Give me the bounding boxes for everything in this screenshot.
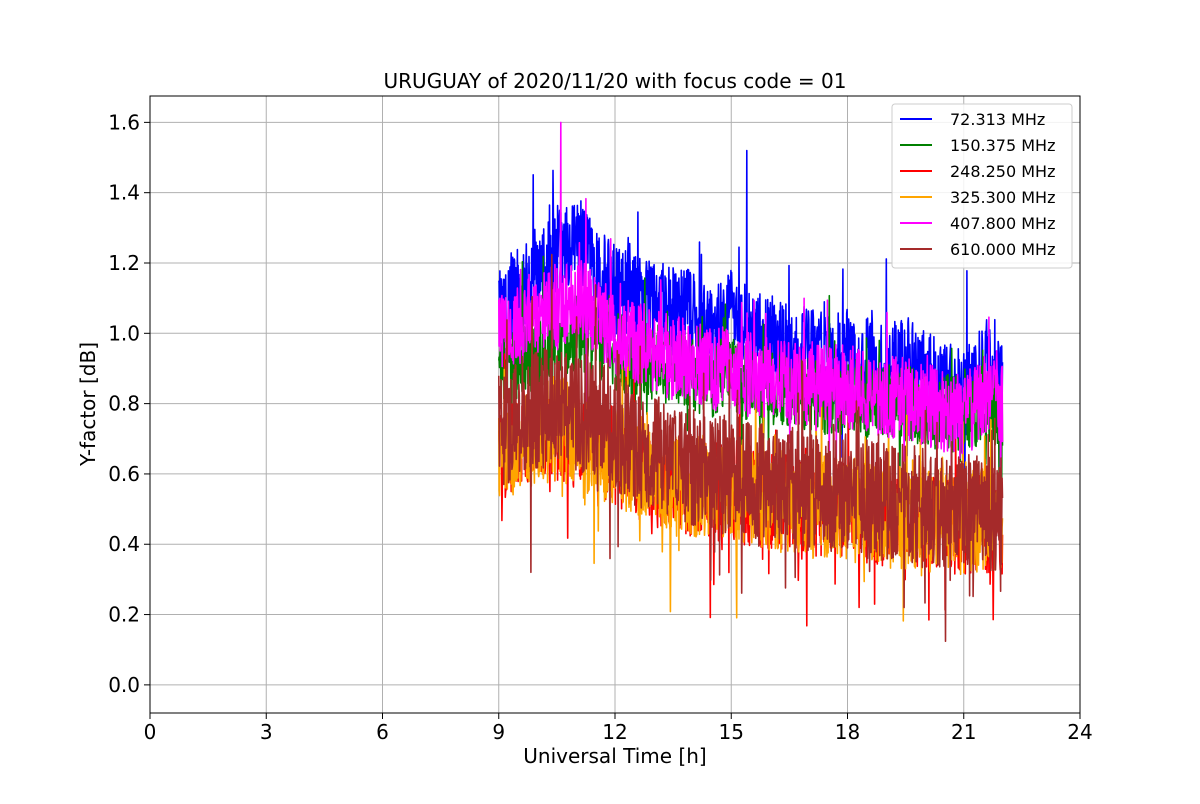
y-axis-label: Y-factor [dB] — [76, 342, 100, 467]
y-tick-label: 0.4 — [108, 532, 140, 556]
x-tick-label: 6 — [376, 720, 389, 744]
legend-label-6: 610.000 MHz — [950, 240, 1055, 259]
legend: 72.313 MHz 150.375 MHz 248.250 MHz 325.300 … — [891, 103, 1073, 269]
x-tick-label: 15 — [719, 720, 744, 744]
y-tick-label: 0.6 — [108, 462, 140, 486]
x-tick-label: 24 — [1067, 720, 1092, 744]
y-tick-label: 1.4 — [108, 181, 140, 205]
legend-box — [891, 103, 1073, 269]
x-tick-label: 18 — [835, 720, 860, 744]
series-lines — [498, 121, 1004, 642]
legend-label-4: 325.300 MHz — [950, 188, 1055, 207]
x-axis-label: Universal Time [h] — [523, 744, 706, 768]
legend-label-1: 72.313 MHz — [950, 110, 1045, 129]
series-line-5 — [498, 121, 1004, 521]
y-tick-label: 0.2 — [108, 603, 140, 627]
x-tick-label: 3 — [260, 720, 273, 744]
x-tick-label: 21 — [951, 720, 976, 744]
y-tick-label: 0.0 — [108, 673, 140, 697]
series-line-6 — [498, 253, 1004, 642]
y-tick-label: 0.8 — [108, 392, 140, 416]
x-tick-label: 9 — [492, 720, 505, 744]
y-tick-label: 1.0 — [108, 321, 140, 345]
legend-label-2: 150.375 MHz — [950, 136, 1055, 155]
legend-label-5: 407.800 MHz — [950, 214, 1055, 233]
y-tick-label: 1.2 — [108, 251, 140, 275]
legend-label-3: 248.250 MHz — [950, 162, 1055, 181]
y-tick-label: 1.6 — [108, 110, 140, 134]
axis-ticks: 0 3 6 9 12 15 18 21 24 0.0 0.2 0.4 0.6 0.8 1.0 1.2 1.4 1.… — [108, 110, 1093, 744]
x-tick-label: 12 — [602, 720, 627, 744]
x-tick-label: 0 — [144, 720, 157, 744]
chart-title: URUGUAY of 2020/11/20 with focus code = … — [384, 69, 847, 93]
